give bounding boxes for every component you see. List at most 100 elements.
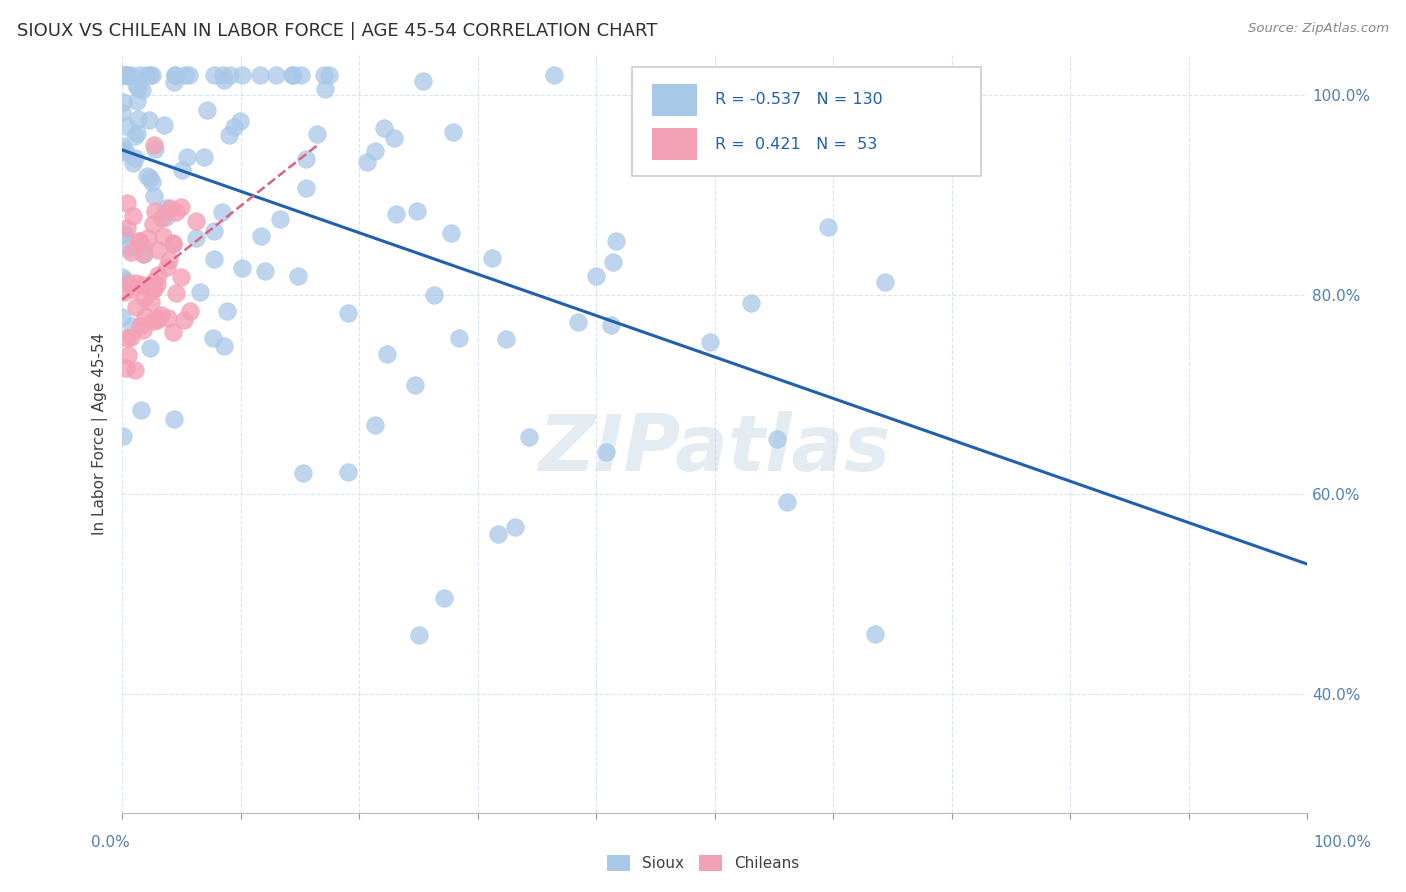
Text: ZIPatlas: ZIPatlas: [538, 411, 891, 487]
Y-axis label: In Labor Force | Age 45-54: In Labor Force | Age 45-54: [93, 334, 108, 535]
Point: [173, 313, 195, 327]
Point: [150, 211, 173, 225]
Point: [143, 142, 166, 156]
Point: [305, 127, 328, 141]
Point: [155, 210, 177, 224]
Point: [112, 68, 135, 82]
Point: [219, 68, 242, 82]
Point: [228, 114, 250, 128]
Point: [111, 145, 134, 159]
Point: [162, 325, 184, 339]
Point: [146, 243, 169, 257]
Point: [290, 68, 312, 82]
Point: [143, 204, 166, 219]
Point: [115, 196, 138, 211]
Point: [115, 68, 138, 82]
Bar: [652, 84, 697, 116]
Point: [222, 120, 245, 134]
Point: [127, 112, 149, 126]
Point: [412, 74, 434, 88]
Point: [543, 68, 565, 82]
Point: [202, 224, 225, 238]
Point: [292, 467, 315, 481]
Point: [170, 163, 193, 178]
Point: [433, 591, 456, 606]
Point: [254, 264, 277, 278]
Point: [863, 627, 886, 641]
Point: [281, 68, 304, 82]
Point: [295, 153, 318, 167]
Point: [143, 282, 166, 296]
Point: [127, 80, 149, 95]
Point: [441, 125, 464, 139]
Point: [111, 68, 134, 82]
Point: [117, 241, 139, 255]
Point: [139, 284, 162, 298]
Point: [249, 68, 271, 82]
Point: [142, 217, 165, 231]
Point: [423, 288, 446, 302]
Point: [114, 68, 136, 82]
Point: [404, 378, 426, 392]
Point: [202, 252, 225, 267]
Point: [700, 124, 723, 138]
Point: [765, 432, 787, 446]
Point: [134, 309, 156, 323]
Point: [287, 268, 309, 283]
Point: [269, 211, 291, 226]
Point: [117, 276, 139, 290]
Point: [179, 304, 201, 318]
Point: [129, 403, 152, 417]
Point: [128, 234, 150, 248]
Point: [131, 277, 153, 292]
Point: [115, 119, 138, 133]
Point: [337, 306, 360, 320]
Point: [134, 292, 156, 306]
Point: [141, 68, 163, 82]
Point: [148, 311, 170, 326]
Point: [142, 314, 165, 328]
Point: [111, 68, 134, 82]
Point: [121, 156, 143, 170]
Point: [111, 228, 134, 243]
Point: [135, 169, 157, 184]
Point: [193, 150, 215, 164]
Point: [111, 310, 134, 324]
Point: [195, 103, 218, 118]
Point: [115, 331, 138, 345]
Point: [162, 412, 184, 426]
Point: [218, 128, 240, 142]
Point: [125, 276, 148, 290]
Point: [373, 120, 395, 135]
Point: [495, 332, 517, 346]
Point: [165, 285, 187, 300]
Point: [231, 261, 253, 276]
Point: [138, 171, 160, 186]
Point: [132, 247, 155, 261]
Point: [169, 270, 191, 285]
Point: [111, 104, 134, 119]
Point: [120, 330, 142, 344]
Text: 100.0%: 100.0%: [1313, 836, 1371, 850]
Point: [157, 310, 180, 325]
Text: R =  0.421   N =  53: R = 0.421 N = 53: [714, 136, 877, 152]
Point: [163, 68, 186, 82]
Point: [439, 226, 461, 240]
Point: [132, 247, 155, 261]
Legend: Sioux, Chileans: Sioux, Chileans: [602, 850, 804, 875]
Point: [156, 260, 179, 274]
Point: [162, 235, 184, 250]
Point: [214, 72, 236, 87]
Point: [212, 339, 235, 353]
Point: [128, 318, 150, 333]
Point: [600, 318, 623, 332]
Text: R = -0.537   N = 130: R = -0.537 N = 130: [714, 93, 883, 108]
Point: [111, 95, 134, 110]
Point: [121, 319, 143, 334]
Point: [170, 200, 193, 214]
Point: [159, 201, 181, 215]
Point: [408, 628, 430, 642]
Point: [356, 154, 378, 169]
Point: [249, 228, 271, 243]
Point: [363, 417, 385, 432]
